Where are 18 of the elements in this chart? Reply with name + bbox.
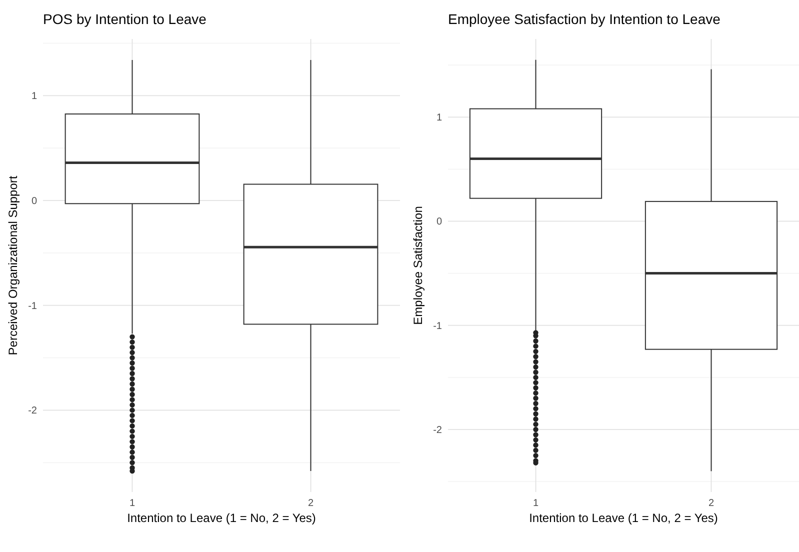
y-tick-label: 0 xyxy=(436,216,442,228)
x-axis-title: Intention to Leave (1 = No, 2 = Yes) xyxy=(127,511,316,525)
x-axis-title: Intention to Leave (1 = No, 2 = Yes) xyxy=(529,511,718,525)
x-tick-label: 1 xyxy=(532,498,539,509)
chart-title: POS by Intention to Leave xyxy=(43,11,207,27)
y-tick-label: 1 xyxy=(436,112,442,124)
y-tick-label: -1 xyxy=(433,320,442,332)
x-tick-label: 1 xyxy=(129,498,136,509)
x-tick-label: 2 xyxy=(708,498,714,509)
y-tick-label: 0 xyxy=(31,196,38,207)
y-axis-title: Perceived Organizational Support xyxy=(6,175,20,356)
chart-title: Employee Satisfaction by Intention to Leave xyxy=(448,11,721,27)
y-tick-label: -2 xyxy=(433,425,442,436)
y-tick-label: 1 xyxy=(31,91,38,102)
y-tick-label: -1 xyxy=(28,300,38,312)
x-tick-label: 2 xyxy=(308,498,314,509)
y-tick-label: -2 xyxy=(28,406,38,417)
y-axis-title: Employee Satisfaction xyxy=(411,206,425,325)
